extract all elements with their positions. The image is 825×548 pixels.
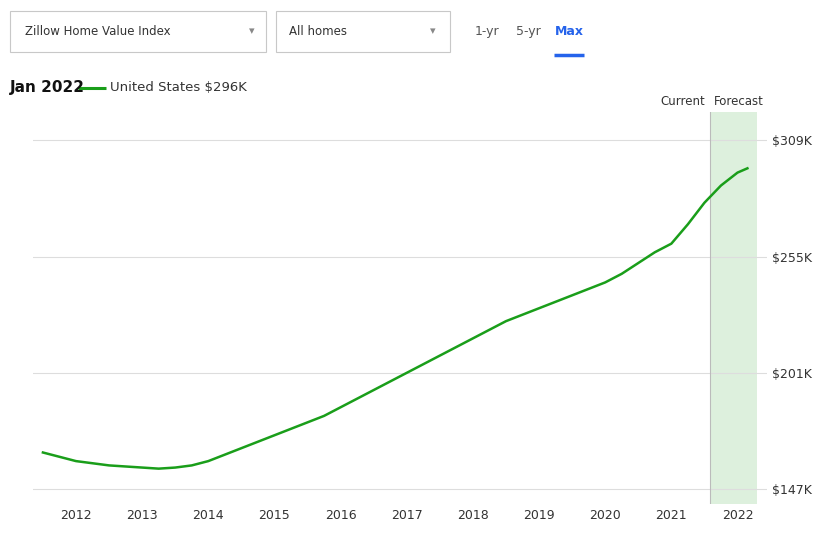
Text: Current: Current bbox=[661, 95, 705, 109]
Text: 5-yr: 5-yr bbox=[516, 25, 540, 38]
Text: ▾: ▾ bbox=[249, 26, 254, 37]
Bar bbox=[710, 112, 757, 504]
Text: Max: Max bbox=[554, 25, 584, 38]
Text: United States $296K: United States $296K bbox=[110, 81, 247, 94]
Text: Forecast: Forecast bbox=[714, 95, 764, 109]
FancyBboxPatch shape bbox=[10, 12, 266, 52]
Text: All homes: All homes bbox=[289, 25, 346, 38]
FancyBboxPatch shape bbox=[276, 12, 450, 52]
Text: Jan 2022: Jan 2022 bbox=[10, 80, 85, 95]
Text: 1-yr: 1-yr bbox=[474, 25, 499, 38]
Text: Zillow Home Value Index: Zillow Home Value Index bbox=[25, 25, 171, 38]
Text: ▾: ▾ bbox=[431, 26, 436, 37]
